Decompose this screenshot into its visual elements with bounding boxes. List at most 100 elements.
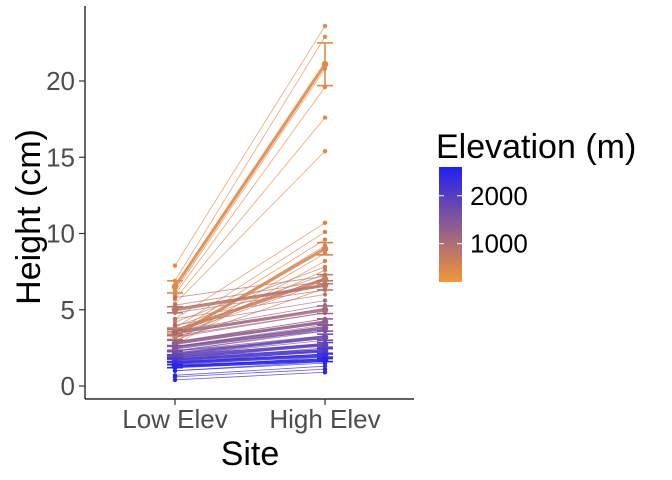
group-mean-point <box>321 333 329 341</box>
individual-point <box>322 84 328 90</box>
individual-line <box>174 231 326 329</box>
individual-point <box>172 374 178 380</box>
group-mean-line <box>174 343 326 359</box>
individual-point <box>172 292 178 297</box>
individual-point <box>322 370 328 375</box>
colorbar <box>439 167 462 282</box>
group-mean-line <box>174 335 326 356</box>
group-mean-point <box>321 275 329 283</box>
y-tick-label: 10 <box>46 219 75 249</box>
individual-point <box>322 264 328 270</box>
group-mean-point <box>321 306 329 314</box>
group-mean-point <box>171 362 179 370</box>
individual-point <box>322 66 328 72</box>
individual-line <box>174 368 326 378</box>
group-lines <box>173 63 327 368</box>
group-mean-point <box>171 344 179 352</box>
group-mean-point <box>321 341 329 349</box>
y-tick-label: 20 <box>46 66 75 96</box>
individual-point <box>172 316 178 322</box>
individual-line <box>174 68 326 292</box>
individual-point <box>322 148 328 154</box>
individual-point <box>172 289 178 294</box>
group-mean-point <box>321 245 329 253</box>
group-mean-line <box>174 358 326 368</box>
group-mean-line <box>174 326 326 350</box>
individual-line <box>174 339 326 356</box>
x-ticks: Low Elev High Elev <box>122 399 381 434</box>
group-mean-point <box>321 318 329 326</box>
individual-point <box>322 298 328 303</box>
plot-panel <box>167 23 333 383</box>
y-axis-title: Height (cm) <box>10 129 48 305</box>
individual-line <box>174 25 326 266</box>
individual-point <box>172 368 178 373</box>
legend-tick-label: 2000 <box>470 181 528 211</box>
individual-line <box>174 371 326 381</box>
individual-point <box>172 295 178 300</box>
y-tick-label: 5 <box>61 295 75 325</box>
individual-lines <box>174 25 326 381</box>
individual-line <box>174 86 326 295</box>
individual-point <box>172 322 178 328</box>
individual-line <box>174 330 326 352</box>
individual-point <box>322 229 328 235</box>
y-tick-label: 15 <box>46 142 75 172</box>
individual-point <box>322 34 328 39</box>
group-mean-line <box>174 353 326 365</box>
x-tick-label: Low Elev <box>122 404 228 434</box>
individual-point <box>322 237 328 242</box>
individual-point <box>172 263 178 268</box>
group-mean-line <box>174 283 326 312</box>
individual-line <box>174 150 326 304</box>
individual-point <box>322 115 328 120</box>
individual-line <box>174 289 326 314</box>
individual-line <box>174 117 326 300</box>
group-mean-line <box>174 308 326 335</box>
individual-point <box>322 367 328 372</box>
individual-line <box>174 222 326 320</box>
individual-point <box>172 319 178 325</box>
individual-line <box>174 304 326 332</box>
y-tick-label: 0 <box>61 371 75 401</box>
x-tick-label: High Elev <box>269 404 380 434</box>
group-mean-point <box>321 347 329 355</box>
individual-line <box>174 274 326 327</box>
group-mean-point <box>321 282 329 289</box>
individual-line <box>174 239 326 333</box>
points <box>171 23 329 383</box>
individual-line <box>174 275 326 298</box>
group-mean-point <box>171 329 179 336</box>
group-mean-point <box>171 283 179 291</box>
group-mean-point <box>171 340 179 347</box>
individual-point <box>322 292 328 297</box>
legend-title: Elevation (m) <box>436 128 636 166</box>
legend-tick-label: 1000 <box>470 229 528 259</box>
y-ticks: 0 5 10 15 20 <box>46 66 85 401</box>
individual-line <box>174 312 326 337</box>
individual-line <box>174 362 326 372</box>
individual-point <box>322 287 328 293</box>
individual-point <box>322 363 328 369</box>
individual-line <box>174 335 326 352</box>
individual-point <box>172 302 178 308</box>
individual-point <box>322 220 328 226</box>
group-mean-point <box>321 356 329 364</box>
individual-line <box>174 36 326 281</box>
individual-point <box>322 267 328 273</box>
legend: Elevation (m) 2000 1000 <box>436 128 636 282</box>
individual-line <box>174 260 326 346</box>
group-mean-line <box>174 320 326 345</box>
group-mean-point <box>171 306 179 314</box>
group-mean-point <box>321 60 329 68</box>
individual-point <box>322 251 328 256</box>
x-axis-title: Site <box>221 435 280 473</box>
individual-point <box>322 258 328 264</box>
individual-line <box>174 365 326 376</box>
individual-point <box>172 377 178 383</box>
group-mean-line <box>174 349 326 362</box>
individual-line <box>174 266 326 323</box>
individual-point <box>322 23 328 29</box>
group-mean-point <box>321 324 329 332</box>
